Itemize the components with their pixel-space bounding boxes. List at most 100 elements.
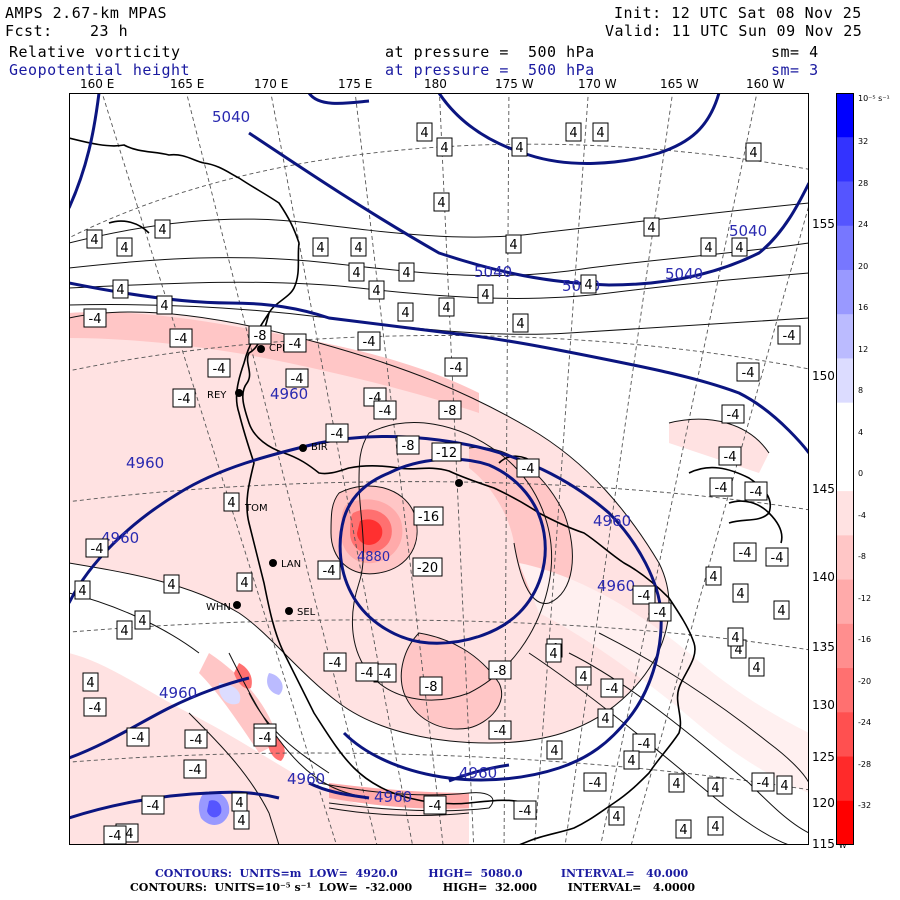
colorbar-tick: -12 [858, 593, 872, 603]
colorbar-tick: 32 [858, 137, 869, 146]
vorticity-label: -20 [412, 557, 443, 577]
forecast-label: Fcst: [5, 22, 53, 40]
vorticity-label: 4 [700, 237, 717, 257]
vorticity-label: 4 [477, 284, 494, 304]
station-dot [233, 601, 241, 609]
vorticity-label: -4 [600, 678, 624, 698]
vorticity-label: -4 [709, 477, 733, 497]
svg-text:-4: -4 [361, 666, 374, 681]
vorticity-label: 4 [565, 122, 582, 142]
vorticity-label: -4 [141, 795, 165, 815]
svg-text:4: 4 [158, 223, 166, 238]
field2-level: at pressure = 500 hPa [385, 61, 595, 79]
vorticity-label: -4 [83, 697, 107, 717]
svg-text:-4: -4 [109, 829, 122, 844]
vorticity-label: 4 [727, 627, 744, 647]
svg-text:-20: -20 [417, 561, 438, 576]
svg-text:-4: -4 [757, 776, 770, 791]
svg-text:-4: -4 [450, 361, 463, 376]
svg-text:4: 4 [596, 126, 604, 141]
vorticity-label: 4 [74, 580, 91, 600]
colorbar-tick: -20 [858, 676, 872, 686]
svg-text:4: 4 [711, 781, 719, 796]
svg-text:4: 4 [780, 779, 788, 794]
vorticity-label: -4 [357, 331, 381, 351]
vorticity-label: -4 [317, 560, 341, 580]
station-label: TOM [244, 503, 268, 514]
field1-level: at pressure = 500 hPa [385, 43, 595, 61]
height-label: 4960 [101, 529, 139, 547]
vorticity-label: 4 [350, 237, 367, 257]
svg-text:-4: -4 [178, 392, 191, 407]
vorticity-label: 4 [597, 708, 614, 728]
svg-text:-4: -4 [783, 329, 796, 344]
svg-text:-4: -4 [213, 362, 226, 377]
vorticity-label: -4 [103, 825, 127, 845]
svg-text:-4: -4 [89, 312, 102, 327]
svg-text:-4: -4 [190, 733, 203, 748]
vorticity-label: -12 [431, 442, 462, 462]
positive-vorticity-shading [198, 673, 283, 825]
vorticity-label: 4 [608, 806, 625, 826]
vorticity-label: 4 [163, 574, 180, 594]
colorbar [836, 93, 854, 845]
svg-text:4: 4 [240, 576, 248, 591]
vorticity-label: -4 [444, 357, 468, 377]
lon-label: 165 W [660, 77, 699, 91]
colorbar-unit: 10⁻⁵ s⁻¹ [858, 94, 890, 103]
svg-text:4: 4 [160, 299, 168, 314]
vorticity-label: -4 [253, 727, 277, 747]
svg-text:-8: -8 [444, 404, 457, 419]
colorbar-tick: -28 [858, 759, 872, 769]
station-dot [269, 559, 277, 567]
field1-smooth: sm= 4 [771, 43, 819, 61]
colorbar-segment [836, 756, 854, 802]
valid-time: Valid: 11 UTC Sun 09 Nov 25 [605, 22, 863, 40]
svg-text:-4: -4 [522, 462, 535, 477]
svg-text:-4: -4 [739, 546, 752, 561]
svg-text:4: 4 [120, 241, 128, 256]
footer-height-contours: CONTOURS: UNITS=m LOW= 4920.0 HIGH= 5080… [155, 867, 689, 880]
vorticity-label: 4 [705, 566, 722, 586]
vorticity-label: 4 [512, 313, 529, 333]
svg-text:4: 4 [752, 661, 760, 676]
svg-text:-4: -4 [638, 589, 651, 604]
vorticity-label: 4 [154, 219, 171, 239]
vorticity-label: 4 [776, 775, 793, 795]
svg-text:-4: -4 [589, 776, 602, 791]
vorticity-label: 4 [231, 792, 248, 812]
vorticity-label: -4 [373, 400, 397, 420]
svg-text:4: 4 [401, 306, 409, 321]
colorbar-segment [836, 712, 854, 758]
svg-text:4: 4 [579, 670, 587, 685]
vorticity-contours [69, 202, 809, 845]
svg-text:-4: -4 [771, 551, 784, 566]
colorbar-segment [836, 358, 854, 404]
station-dot [235, 389, 243, 397]
vorticity-label: 4 [86, 229, 103, 249]
svg-text:4: 4 [777, 604, 785, 619]
lon-label: 170 E [254, 77, 289, 91]
height-label: 4960 [593, 512, 631, 530]
svg-text:4: 4 [167, 578, 175, 593]
vorticity-label: -8 [488, 660, 512, 680]
colorbar-tick: 16 [858, 303, 869, 312]
lon-label: 175 W [495, 77, 534, 91]
station-label: LAN [281, 559, 301, 570]
svg-text:4: 4 [116, 283, 124, 298]
vorticity-label: -4 [736, 362, 760, 382]
field2-name: Geopotential height [9, 61, 191, 79]
vorticity-label: 4 [236, 572, 253, 592]
vorticity-label: -4 [323, 652, 347, 672]
colorbar-segment [836, 668, 854, 713]
vorticity-label: -4 [325, 423, 349, 443]
svg-text:4: 4 [515, 141, 523, 156]
vorticity-label: 4 [348, 262, 365, 282]
colorbar-tick: -8 [858, 552, 866, 561]
svg-text:-4: -4 [429, 799, 442, 814]
height-labels: 5040 5040 5040 5040 5040 4960 4960 4960 … [101, 108, 767, 806]
vorticity-label: 4 [773, 600, 790, 620]
svg-text:4: 4 [601, 712, 609, 727]
colorbar-tick: 8 [858, 386, 864, 395]
vorticity-label: -8 [248, 325, 272, 345]
